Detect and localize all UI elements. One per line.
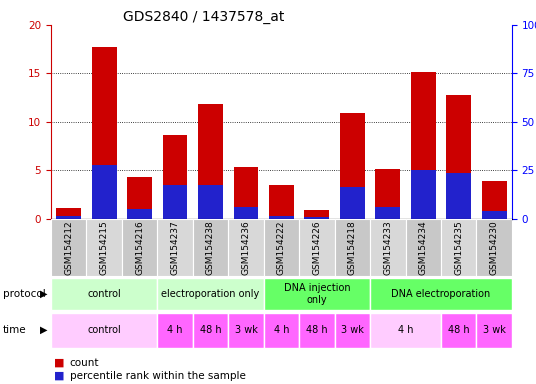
Bar [375, 169, 400, 219]
Bar [446, 173, 471, 219]
Bar [482, 211, 507, 219]
Bar [375, 207, 400, 219]
Bar [86, 219, 122, 276]
Text: time: time [3, 325, 26, 335]
Bar [51, 219, 86, 276]
Bar [264, 313, 299, 348]
Bar [340, 113, 364, 219]
Bar [92, 165, 116, 219]
Bar [51, 278, 157, 310]
Text: GSM154222: GSM154222 [277, 220, 286, 275]
Text: 3 wk: 3 wk [341, 325, 364, 335]
Text: 4 h: 4 h [274, 325, 289, 335]
Bar [198, 185, 223, 219]
Bar [340, 187, 364, 219]
Bar [441, 313, 477, 348]
Text: DNA electroporation: DNA electroporation [391, 289, 490, 299]
Text: 3 wk: 3 wk [235, 325, 257, 335]
Bar [299, 313, 334, 348]
Bar [162, 136, 188, 219]
Text: control: control [87, 289, 121, 299]
Bar [193, 219, 228, 276]
Text: GSM154212: GSM154212 [64, 220, 73, 275]
Text: GSM154237: GSM154237 [170, 220, 180, 275]
Bar [411, 170, 436, 219]
Text: DNA injection
only: DNA injection only [284, 283, 350, 305]
Bar [157, 219, 193, 276]
Bar [269, 216, 294, 219]
Text: GSM154215: GSM154215 [100, 220, 109, 275]
Bar [299, 219, 334, 276]
Bar [264, 278, 370, 310]
Bar [228, 313, 264, 348]
Text: 3 wk: 3 wk [483, 325, 505, 335]
Bar [482, 181, 507, 219]
Text: ▶: ▶ [40, 325, 47, 335]
Bar [411, 73, 436, 219]
Text: protocol: protocol [3, 289, 46, 299]
Bar [304, 210, 329, 219]
Bar [234, 207, 258, 219]
Text: 48 h: 48 h [200, 325, 221, 335]
Bar [56, 208, 81, 219]
Text: GSM154238: GSM154238 [206, 220, 215, 275]
Bar [334, 313, 370, 348]
Text: 4 h: 4 h [167, 325, 183, 335]
Text: GDS2840 / 1437578_at: GDS2840 / 1437578_at [123, 10, 285, 23]
Bar [162, 185, 188, 219]
Bar [157, 278, 264, 310]
Text: GSM154235: GSM154235 [454, 220, 463, 275]
Text: GSM154236: GSM154236 [241, 220, 250, 275]
Text: GSM154216: GSM154216 [135, 220, 144, 275]
Text: ■: ■ [54, 371, 64, 381]
Bar [198, 104, 223, 219]
Text: GSM154226: GSM154226 [312, 220, 322, 275]
Text: GSM154233: GSM154233 [383, 220, 392, 275]
Bar [157, 313, 193, 348]
Bar [370, 313, 441, 348]
Bar [334, 219, 370, 276]
Text: GSM154234: GSM154234 [419, 220, 428, 275]
Bar [127, 177, 152, 219]
Text: GSM154218: GSM154218 [348, 220, 357, 275]
Bar [477, 313, 512, 348]
Bar [92, 47, 116, 219]
Bar [370, 278, 512, 310]
Bar [370, 219, 406, 276]
Bar [193, 313, 228, 348]
Text: GSM154230: GSM154230 [490, 220, 498, 275]
Text: 48 h: 48 h [306, 325, 327, 335]
Text: ■: ■ [54, 358, 64, 368]
Text: percentile rank within the sample: percentile rank within the sample [70, 371, 245, 381]
Bar [446, 95, 471, 219]
Text: 48 h: 48 h [448, 325, 470, 335]
Bar [56, 216, 81, 219]
Bar [228, 219, 264, 276]
Bar [477, 219, 512, 276]
Bar [406, 219, 441, 276]
Bar [264, 219, 299, 276]
Text: count: count [70, 358, 99, 368]
Bar [269, 185, 294, 219]
Text: control: control [87, 325, 121, 335]
Bar [51, 313, 157, 348]
Text: electroporation only: electroporation only [161, 289, 259, 299]
Bar [441, 219, 477, 276]
Text: ▶: ▶ [40, 289, 47, 299]
Bar [234, 167, 258, 219]
Bar [304, 217, 329, 219]
Text: 4 h: 4 h [398, 325, 413, 335]
Bar [122, 219, 157, 276]
Bar [127, 209, 152, 219]
